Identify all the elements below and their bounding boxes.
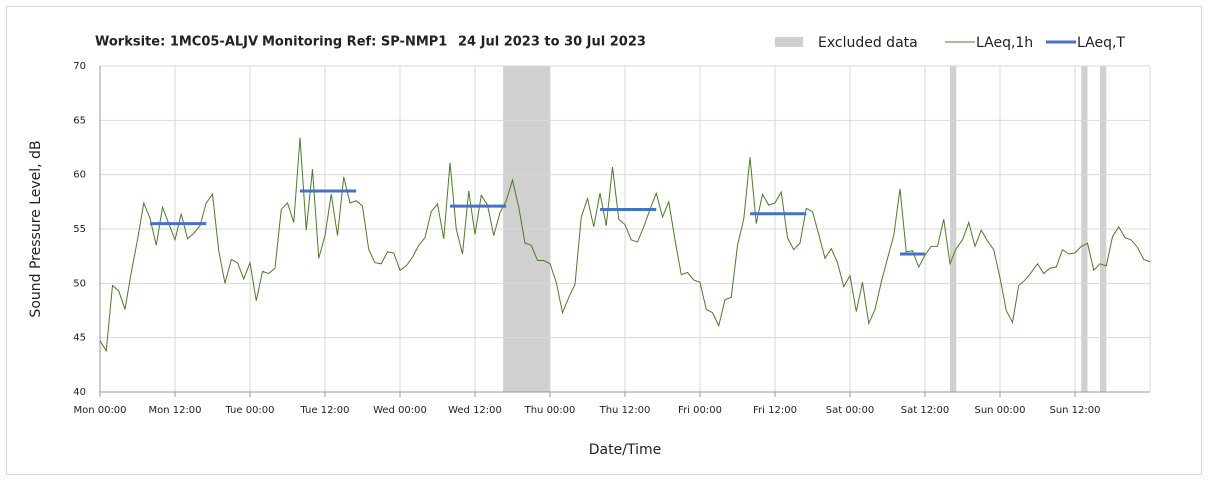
y-axis-label: Sound Pressure Level, dB [28,140,44,317]
legend-label: Excluded data [818,35,918,51]
x-tick-label: Mon 12:00 [148,405,201,416]
x-tick-label: Wed 12:00 [448,405,502,416]
y-tick-label: 70 [73,61,86,72]
x-tick-label: Wed 00:00 [373,405,427,416]
x-tick-label: Fri 12:00 [753,405,797,416]
series-line [99,137,1151,353]
y-tick-label: 40 [73,387,86,398]
x-tick-label: Sun 00:00 [974,405,1025,416]
chart-title: 24 Jul 2023 to 30 Jul 2023 [458,35,646,50]
legend-swatch [775,37,803,47]
x-axis-label: Date/Time [589,442,661,458]
x-tick-label: Tue 00:00 [224,405,274,416]
chart-title: Monitoring Ref: SP-NMP1 [262,35,447,50]
x-tick-label: Fri 00:00 [678,405,722,416]
y-tick-label: 65 [73,115,86,126]
chart-frame [6,6,1202,475]
x-tick-label: Mon 00:00 [73,405,126,416]
y-tick-label: 45 [73,333,86,344]
y-tick-label: 50 [73,278,86,289]
x-tick-label: Thu 12:00 [599,405,651,416]
y-tick-label: 60 [73,170,86,181]
x-tick-label: Sun 12:00 [1049,405,1100,416]
legend-label: LAeq,1h [976,35,1033,51]
x-tick-label: Thu 00:00 [524,405,576,416]
x-tick-label: Sat 00:00 [826,405,874,416]
legend-label: LAeq,T [1077,35,1125,51]
x-tick-label: Sat 12:00 [901,405,949,416]
y-tick-label: 55 [73,224,86,235]
chart-title: Worksite: 1MC05-ALJV [95,35,258,50]
x-tick-label: Tue 12:00 [299,405,349,416]
